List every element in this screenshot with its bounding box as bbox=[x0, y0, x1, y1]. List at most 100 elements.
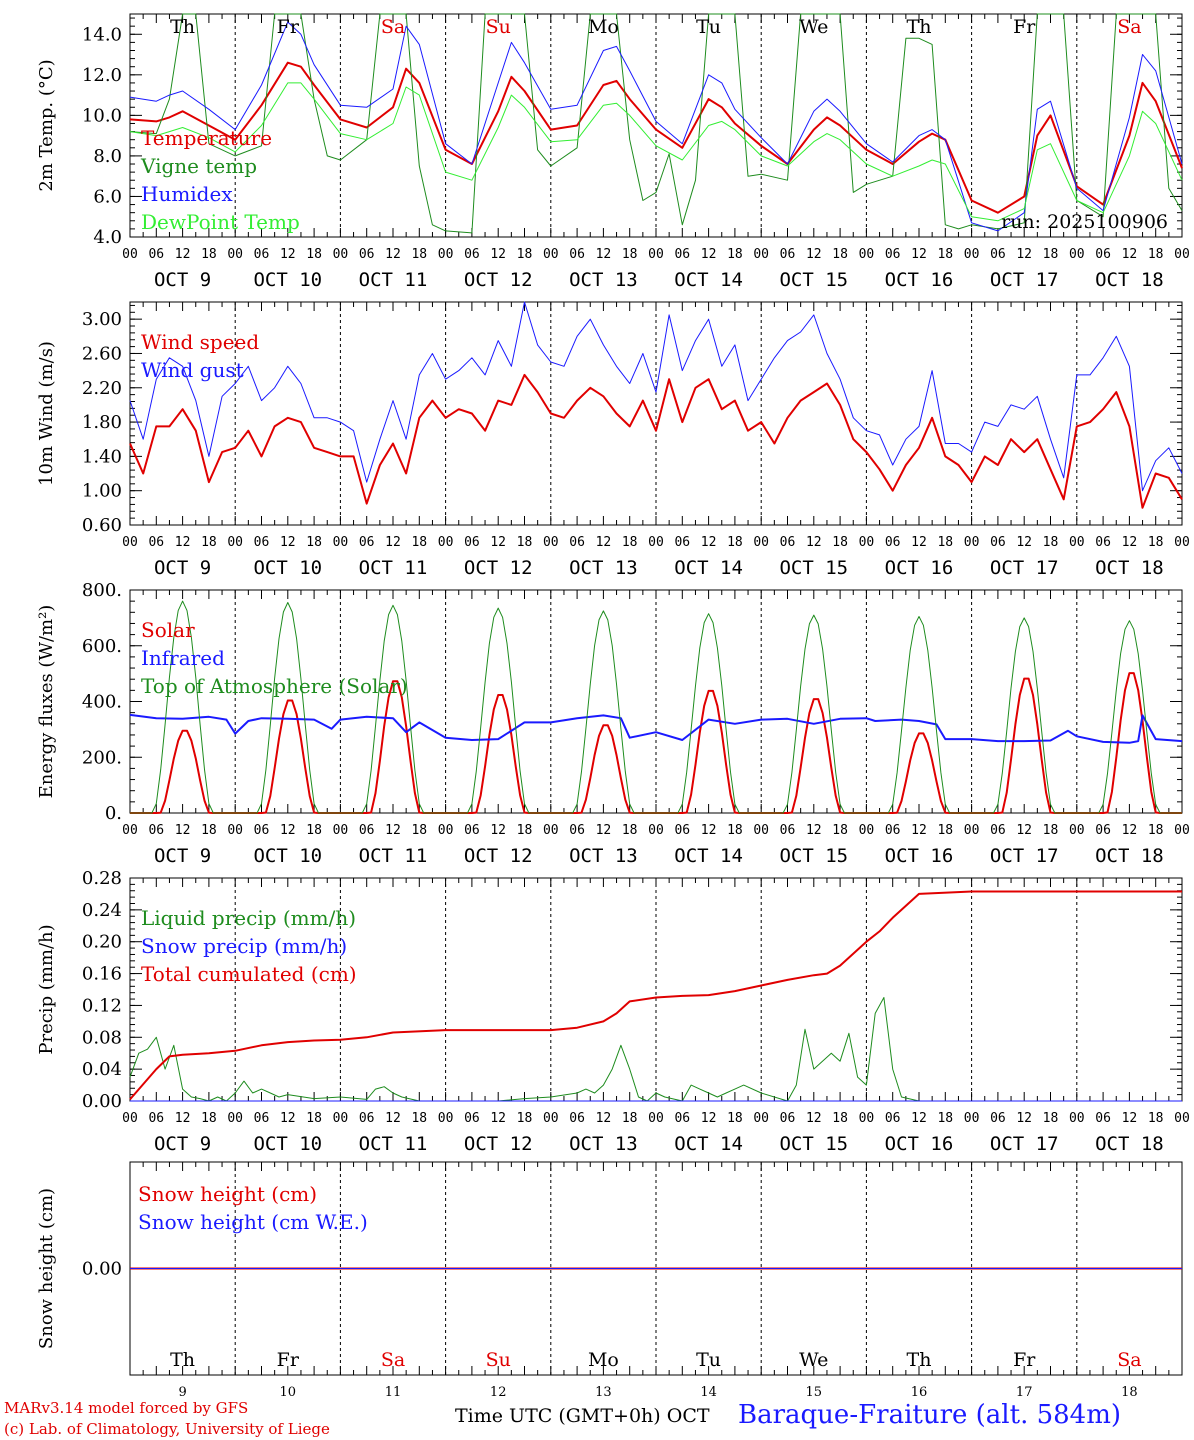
x-hour-tick-label: 12 bbox=[1016, 535, 1032, 550]
x-day-number: 10 bbox=[280, 1385, 297, 1400]
x-hour-tick-label: 18 bbox=[1148, 535, 1164, 550]
x-hour-tick-label: 00 bbox=[438, 1111, 454, 1126]
x-hour-tick-label: 06 bbox=[780, 823, 796, 838]
x-hour-tick-label: 06 bbox=[569, 823, 585, 838]
x-hour-tick-label: 06 bbox=[148, 1111, 164, 1126]
weekday-label: Mo bbox=[588, 16, 619, 38]
x-hour-tick-label: 18 bbox=[1148, 823, 1164, 838]
x-hour-tick-label: 06 bbox=[254, 823, 270, 838]
x-hour-tick-label: 06 bbox=[464, 247, 480, 262]
x-hour-tick-label: 06 bbox=[254, 1111, 270, 1126]
x-hour-tick-label: 12 bbox=[1122, 535, 1138, 550]
y-tick-label: 14.0 bbox=[82, 24, 122, 45]
time-utc-label: Time UTC (GMT+0h) bbox=[455, 1405, 661, 1427]
legend-entry: DewPoint Temp bbox=[141, 210, 300, 234]
x-day-label: OCT 16 bbox=[885, 557, 954, 579]
x-day-label: OCT 17 bbox=[990, 1133, 1059, 1155]
x-hour-tick-label: 18 bbox=[306, 535, 322, 550]
x-hour-tick-label: 00 bbox=[122, 247, 138, 262]
x-hour-tick-label: 06 bbox=[990, 535, 1006, 550]
x-hour-tick-label: 18 bbox=[1148, 247, 1164, 262]
x-hour-tick-label: 06 bbox=[359, 1111, 375, 1126]
x-hour-tick-label: 00 bbox=[1174, 1111, 1190, 1126]
x-day-label: OCT 15 bbox=[779, 557, 848, 579]
series-line-humidex bbox=[129, 21, 1183, 232]
x-hour-tick-label: 12 bbox=[596, 247, 612, 262]
x-hour-tick-label: 00 bbox=[1069, 247, 1085, 262]
x-hour-tick-label: 00 bbox=[753, 535, 769, 550]
x-hour-tick-label: 12 bbox=[385, 535, 401, 550]
panel-1: 4.0 6.0 8.0 10.0 12.0 14.0 2m Temp. (°C) Temper… bbox=[36, 13, 1190, 291]
x-hour-tick-label: 12 bbox=[175, 535, 191, 550]
y-tick-label: 0.60 bbox=[82, 515, 122, 536]
x-hour-tick-label: 00 bbox=[227, 247, 243, 262]
weekday-label: Fr bbox=[1013, 16, 1036, 38]
x-hour-tick-label: 06 bbox=[674, 535, 690, 550]
x-hour-tick-label: 00 bbox=[1174, 247, 1190, 262]
x-day-number: 11 bbox=[385, 1385, 402, 1400]
x-hour-tick-label: 00 bbox=[333, 823, 349, 838]
y-axis-label: Energy fluxes (W/m²) bbox=[36, 605, 57, 799]
y-tick-label: 400. bbox=[82, 692, 122, 713]
weekday-label: Fr bbox=[277, 16, 300, 38]
x-hour-tick-label: 18 bbox=[832, 247, 848, 262]
x-hour-tick-label: 00 bbox=[438, 247, 454, 262]
series-line-top-of-atmosphere-solar- bbox=[130, 600, 1182, 814]
x-hour-tick-label: 18 bbox=[937, 1111, 953, 1126]
x-hour-tick-label: 18 bbox=[411, 535, 427, 550]
y-tick-label: 12.0 bbox=[82, 65, 122, 86]
x-day-label: OCT 18 bbox=[1095, 1133, 1164, 1155]
x-hour-tick-label: 12 bbox=[490, 535, 506, 550]
x-day-number: 18 bbox=[1121, 1385, 1138, 1400]
x-hour-tick-label: 18 bbox=[1043, 247, 1059, 262]
run-label: run: 2025100906 bbox=[1001, 211, 1168, 233]
y-tick-label: 0. bbox=[105, 803, 122, 824]
x-hour-tick-label: 12 bbox=[175, 823, 191, 838]
x-hour-tick-label: 00 bbox=[964, 247, 980, 262]
credit-line-lab: (c) Lab. of Climatology, University of L… bbox=[4, 1420, 330, 1438]
x-day-label: OCT 15 bbox=[779, 269, 848, 291]
x-hour-tick-label: 06 bbox=[990, 1111, 1006, 1126]
x-hour-tick-label: 12 bbox=[806, 1111, 822, 1126]
x-hour-tick-label: 00 bbox=[964, 1111, 980, 1126]
x-hour-tick-label: 12 bbox=[490, 823, 506, 838]
legend-entry: Total cumulated (cm) bbox=[141, 962, 357, 986]
x-hour-tick-label: 06 bbox=[885, 823, 901, 838]
x-day-label: OCT 9 bbox=[154, 1133, 211, 1155]
y-tick-label: 0.00 bbox=[82, 1091, 122, 1112]
series-line-temperature bbox=[129, 61, 1183, 214]
x-hour-tick-label: 06 bbox=[990, 247, 1006, 262]
x-day-label: OCT 13 bbox=[569, 1133, 638, 1155]
x-hour-tick-label: 06 bbox=[254, 247, 270, 262]
plot-frame bbox=[129, 13, 1183, 238]
x-hour-tick-label: 06 bbox=[885, 1111, 901, 1126]
weekday-label: Fr bbox=[1013, 1349, 1036, 1371]
x-hour-tick-label: 12 bbox=[1122, 1111, 1138, 1126]
x-hour-tick-label: 18 bbox=[201, 1111, 217, 1126]
x-hour-tick-label: 00 bbox=[227, 1111, 243, 1126]
x-hour-tick-label: 18 bbox=[832, 823, 848, 838]
x-hour-tick-label: 18 bbox=[411, 247, 427, 262]
x-day-label: OCT 13 bbox=[569, 269, 638, 291]
y-tick-label: 4.0 bbox=[93, 227, 122, 248]
weekday-label: Su bbox=[486, 16, 511, 38]
x-hour-tick-label: 12 bbox=[280, 247, 296, 262]
x-hour-tick-label: 12 bbox=[175, 1111, 191, 1126]
x-day-label: OCT 16 bbox=[885, 1133, 954, 1155]
legend-entry: Vigne temp bbox=[140, 154, 257, 178]
x-hour-tick-label: 06 bbox=[464, 535, 480, 550]
x-day-label: OCT 11 bbox=[359, 845, 428, 867]
x-hour-tick-label: 06 bbox=[885, 535, 901, 550]
x-day-label: OCT 17 bbox=[990, 845, 1059, 867]
x-hour-tick-label: 00 bbox=[543, 535, 559, 550]
x-hour-tick-label: 06 bbox=[464, 1111, 480, 1126]
x-day-number: 15 bbox=[806, 1385, 823, 1400]
x-hour-tick-label: 00 bbox=[543, 823, 559, 838]
x-hour-tick-label: 12 bbox=[1122, 823, 1138, 838]
x-hour-tick-label: 18 bbox=[622, 1111, 638, 1126]
weekday-label: Fr bbox=[277, 1349, 300, 1371]
x-hour-tick-label: 18 bbox=[411, 1111, 427, 1126]
y-axis-label: 10m Wind (m/s) bbox=[36, 341, 57, 486]
x-day-label: OCT 11 bbox=[359, 557, 428, 579]
x-hour-tick-label: 12 bbox=[1016, 1111, 1032, 1126]
